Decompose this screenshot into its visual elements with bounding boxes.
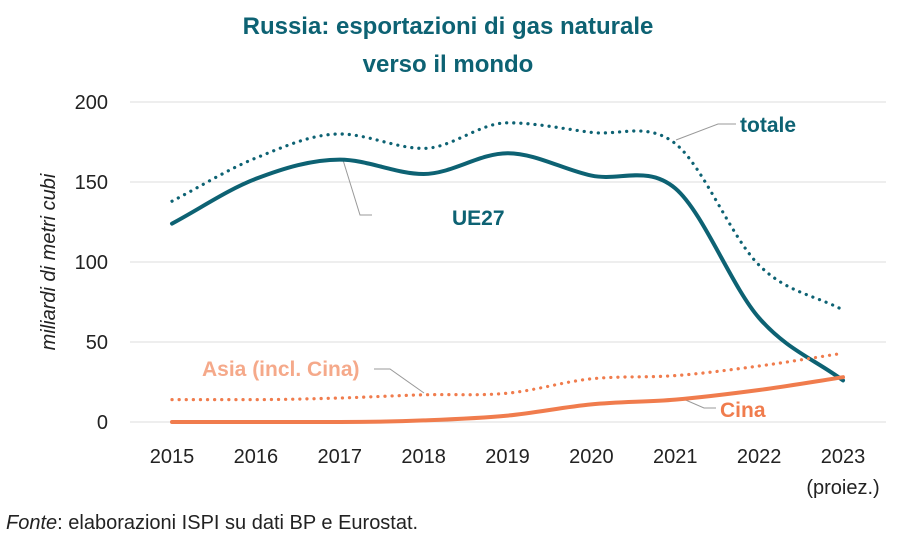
y-tick-50: 50 (86, 332, 108, 354)
source-note: Fonte: elaborazioni ISPI su dati BP e Eu… (6, 512, 418, 535)
y-tick-100: 100 (75, 252, 108, 274)
x-tick-2022: 2022 (737, 446, 782, 468)
series-line-0 (170, 121, 845, 312)
chart: Russia: esportazioni di gas naturale ver… (38, 13, 886, 499)
gridlines (130, 101, 886, 423)
series-labels: totale UE27 Asia (incl. Cina) Cina (202, 114, 796, 422)
leader-line-0 (675, 123, 736, 141)
series-label-3: Cina (720, 399, 766, 422)
chart-title-line1: Russia: esportazioni di gas naturale (243, 13, 654, 40)
series-label-2: Asia (incl. Cina) (202, 358, 360, 381)
series-lines (170, 121, 845, 425)
source-text: : elaborazioni ISPI su dati BP e Eurosta… (57, 512, 419, 534)
x-tick-2019: 2019 (485, 446, 530, 468)
x-tick-2021: 2021 (653, 446, 698, 468)
x-tick-sublabel: (proiez.) (806, 477, 879, 499)
x-tick-2020: 2020 (569, 446, 614, 468)
y-tick-150: 150 (75, 172, 108, 194)
series-line-1 (170, 151, 845, 383)
x-tick-2017: 2017 (318, 446, 363, 468)
chart-title-line2: verso il mondo (363, 51, 534, 78)
y-axis-label: miliardi di metri cubi (38, 173, 60, 350)
source-prefix: Fonte (6, 512, 58, 534)
leader-line-3 (680, 397, 716, 409)
leader-line-1 (342, 159, 372, 216)
y-tick-labels: 0 50 100 150 200 (75, 92, 108, 434)
label-leader-lines (342, 123, 736, 409)
x-tick-2023: 2023 (821, 446, 866, 468)
x-tick-2015: 2015 (150, 446, 195, 468)
x-tick-2018: 2018 (401, 446, 446, 468)
y-tick-200: 200 (75, 92, 108, 114)
series-label-1: UE27 (452, 207, 505, 230)
series-label-0: totale (740, 114, 796, 137)
y-tick-0: 0 (97, 412, 108, 434)
leader-line-2 (374, 368, 425, 394)
series-line-3 (170, 375, 845, 425)
x-tick-2016: 2016 (234, 446, 279, 468)
x-tick-labels: 2015 2016 2017 2018 2019 2020 2021 2022 2023 (150, 446, 866, 468)
